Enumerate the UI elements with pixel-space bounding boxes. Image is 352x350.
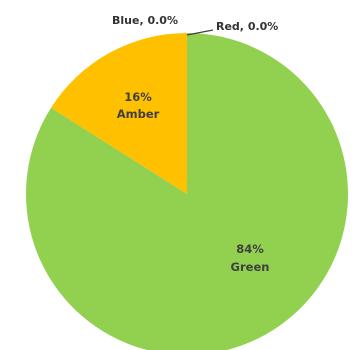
pie-slices bbox=[26, 33, 348, 350]
slice-green bbox=[26, 33, 348, 350]
label-green-name: Green bbox=[231, 260, 270, 274]
label-red: Red, 0.0% bbox=[216, 20, 278, 33]
leader-line bbox=[186, 29, 214, 36]
label-blue: Blue, 0.0% bbox=[112, 14, 178, 27]
slice-amber bbox=[51, 33, 188, 194]
label-amber-name: Amber bbox=[117, 107, 160, 121]
label-green-percent: 84% bbox=[236, 242, 264, 256]
label-amber-percent: 16% bbox=[124, 90, 152, 104]
